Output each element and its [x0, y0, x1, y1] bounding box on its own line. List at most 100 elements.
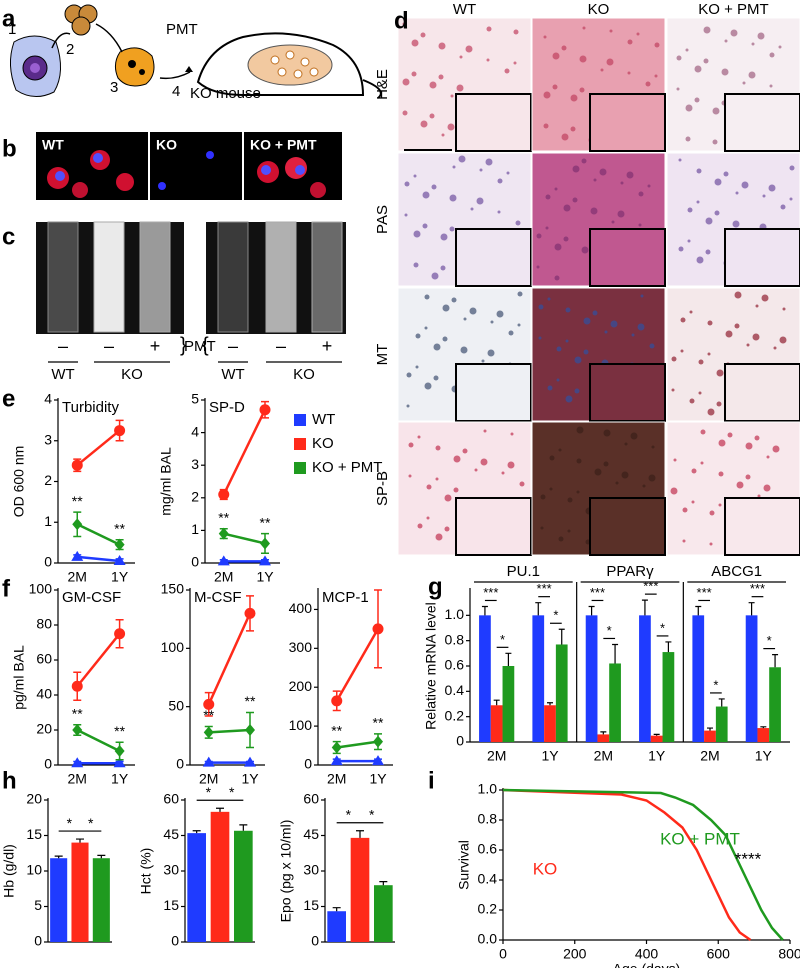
histology-texture [691, 468, 697, 474]
histology-texture [463, 317, 467, 321]
row-label: H&E [374, 69, 391, 100]
error-bar [718, 698, 725, 707]
histology-texture [415, 365, 419, 369]
x-tick-label: 2M [594, 748, 613, 764]
data-point [260, 537, 270, 550]
x-tick-label: 2M [199, 771, 218, 787]
histology-texture [442, 336, 448, 342]
histology-texture [610, 320, 618, 328]
histology-texture [441, 133, 445, 137]
histology-texture [485, 158, 493, 166]
histology-texture [538, 336, 542, 340]
histology-texture [552, 52, 560, 60]
histology-texture [678, 158, 682, 162]
bar [597, 734, 610, 742]
histology-texture [621, 471, 629, 479]
bar [490, 705, 503, 742]
histology-texture [579, 55, 587, 63]
histology-inset [724, 228, 800, 287]
significance: **** [735, 849, 762, 868]
step-number: 1 [8, 21, 16, 38]
histology-texture [476, 197, 484, 205]
histology-texture [624, 442, 628, 446]
histology-texture [469, 307, 477, 315]
histology-texture [773, 346, 777, 350]
panel-b-images [36, 132, 342, 200]
histology-texture [698, 359, 704, 365]
panel-c-photo: }{ [36, 221, 346, 363]
histology-texture [486, 26, 492, 32]
histology-texture [481, 359, 485, 363]
histology-texture [515, 220, 521, 226]
x-tick-label: 2M [214, 569, 233, 585]
histology-texture [782, 307, 786, 311]
group-label: KO [121, 366, 143, 383]
histology-texture [676, 55, 682, 61]
histology-texture [766, 455, 770, 459]
sign-label: + [322, 336, 333, 356]
treatment-label: PMT [166, 21, 198, 38]
y-tick-label: 150 [161, 581, 185, 597]
y-tick-label: 4 [191, 423, 199, 439]
series-line [76, 429, 121, 467]
significance: ** [72, 493, 83, 509]
histology-texture [651, 445, 655, 449]
column-header: KO [588, 1, 610, 18]
survival-curve [502, 788, 784, 941]
histology-texture [705, 249, 711, 255]
histology-texture [778, 45, 782, 49]
histology-texture [682, 539, 686, 543]
histology-texture [626, 171, 634, 179]
histology-texture [510, 432, 514, 436]
histology-texture [536, 265, 540, 269]
histology-texture [594, 468, 602, 476]
histology-texture [440, 265, 446, 271]
histology-texture [413, 174, 417, 178]
significance: * [500, 632, 505, 647]
histology-texture [627, 71, 631, 75]
histology-texture [680, 349, 684, 353]
histology-texture [576, 458, 582, 464]
y-tick-label: 2 [44, 472, 52, 488]
histology-texture [424, 382, 432, 390]
y-tick-label: 100 [29, 581, 53, 597]
histology-texture [761, 294, 769, 302]
histology-texture [497, 210, 501, 214]
histology-texture [567, 497, 573, 503]
histology-inset [589, 228, 666, 287]
series-label: KO [533, 859, 558, 878]
histology-texture [435, 445, 441, 451]
histology-texture [730, 29, 738, 37]
histology-texture [470, 207, 474, 211]
histology-texture [673, 458, 677, 462]
y-axis-label: Epo (pg x 10/ml) [278, 820, 294, 923]
histology-texture [592, 310, 598, 316]
y-tick-label: 15 [163, 897, 179, 913]
histology-inset [724, 363, 800, 422]
bar [210, 811, 230, 942]
histology-texture [424, 326, 428, 330]
series-line [222, 409, 267, 496]
y-tick-label: 60 [303, 791, 319, 807]
step-number: 3 [110, 79, 118, 96]
data-point [113, 554, 126, 565]
histology-texture [556, 378, 560, 382]
series-line [76, 728, 121, 753]
histology-texture [540, 526, 544, 530]
histology-inset [589, 363, 666, 422]
histology-texture [417, 435, 421, 439]
significance: *** [537, 581, 552, 596]
panel-d-images [397, 17, 800, 556]
x-axis-label: Age (days) [613, 961, 681, 968]
histology-texture [687, 207, 693, 213]
histology-texture [638, 191, 644, 197]
histology-texture [452, 165, 456, 169]
histology-texture [549, 455, 555, 461]
x-tick-label: 1Y [755, 748, 773, 764]
chart-title: SP-D [209, 399, 245, 416]
significance: ** [260, 514, 271, 530]
x-tick-label: 800 [778, 946, 800, 962]
chart-title: MCP-1 [322, 589, 369, 606]
data-point [72, 518, 83, 531]
histology-texture [676, 87, 680, 91]
